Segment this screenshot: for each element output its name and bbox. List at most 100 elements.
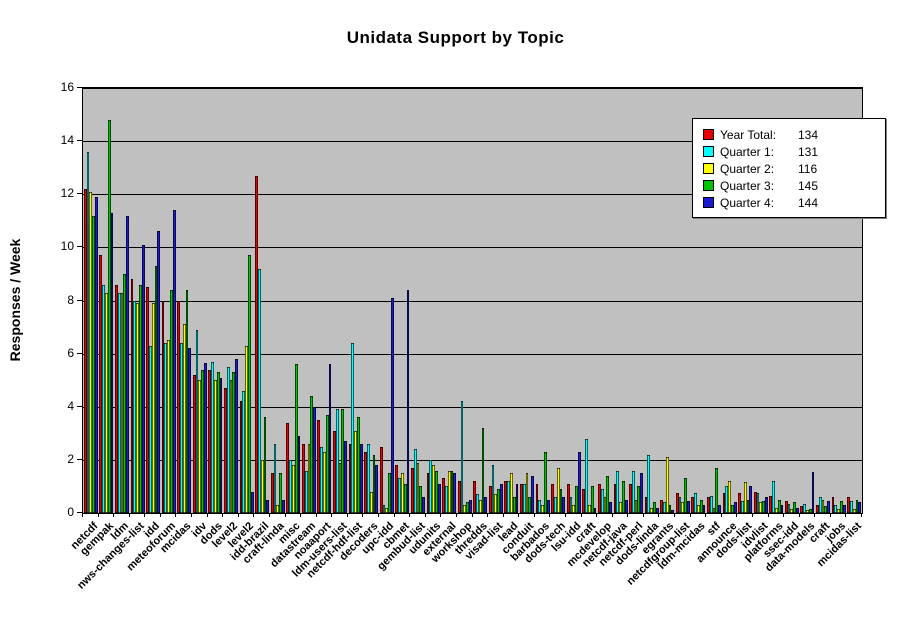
bar-netcdf-quarter-2 xyxy=(89,191,93,513)
bar-dods-tech-quarter-1 xyxy=(553,497,557,513)
bar-level2-year-total xyxy=(239,401,243,513)
bar-idv-quarter-2 xyxy=(198,380,202,513)
legend-row-quarter-2: Quarter 2: 116 xyxy=(703,160,879,177)
bar-craft-quarter-2 xyxy=(587,505,591,513)
bar-nws-changes-list-quarter-1 xyxy=(133,300,137,513)
bar-stf-quarter-1 xyxy=(709,495,713,513)
bar-gembud-list-year-total xyxy=(410,467,414,513)
bar-announce-quarter-4 xyxy=(733,502,737,513)
bar-mcdevelop-quarter-4 xyxy=(609,502,612,513)
bar-thredds-quarter-1 xyxy=(476,494,479,513)
bar-idd-brazil-quarter-4 xyxy=(266,499,270,513)
legend-label: Quarter 3: xyxy=(720,178,775,193)
bar-external-quarter-1 xyxy=(444,486,448,513)
x-tick-1 xyxy=(97,513,99,517)
bar-upc-idd-quarter-1 xyxy=(382,505,386,513)
bar-ldm-mcidas-year-total xyxy=(691,497,695,513)
bar-workshop-quarter-1 xyxy=(460,401,464,513)
y-tick-label-0: 0 xyxy=(67,505,74,519)
bar-idv-quarter-1 xyxy=(195,329,199,513)
bar-idv-quarter-3 xyxy=(201,369,205,513)
bar-idd-quarter-1 xyxy=(148,345,152,513)
bar-decoders-quarter-3 xyxy=(372,454,376,513)
bar-ssec-idd-year-total xyxy=(784,501,788,513)
bar-udunits-quarter-1 xyxy=(429,459,433,513)
bar-decoders-year-total xyxy=(364,451,368,513)
bar-netcdf-quarter-3 xyxy=(92,215,95,513)
bar-gempak-year-total xyxy=(99,255,103,513)
gridline-12 xyxy=(83,194,862,196)
bar-idv-year-total xyxy=(192,374,196,513)
bar-barbados-quarter-2 xyxy=(541,505,544,513)
bar-announce-quarter-1 xyxy=(725,486,729,513)
bar-ldm-users-list-quarter-3 xyxy=(341,409,345,513)
bar-mcidas-list-quarter-3 xyxy=(855,499,859,513)
bar-craft-quarter-1 xyxy=(585,438,588,513)
x-tick-46 xyxy=(798,513,800,517)
bar-level2-quarter-2 xyxy=(229,380,233,513)
bar-craft-quarter-4 xyxy=(593,507,597,513)
bar-mcdevelop-quarter-3 xyxy=(606,475,610,513)
legend-swatch-quarter-3 xyxy=(703,180,714,191)
legend-swatch-quarter-1 xyxy=(703,146,714,157)
bar-mcidas-quarter-1 xyxy=(180,343,183,513)
x-tick-6 xyxy=(175,513,177,517)
x-tick-49 xyxy=(845,513,847,517)
bar-ssec-idd-quarter-1 xyxy=(787,503,791,513)
bar-platforms-quarter-4 xyxy=(780,505,784,513)
bar-upc-idd-quarter-4 xyxy=(391,297,394,513)
x-tick-45 xyxy=(783,513,785,517)
bar-workshop-quarter-3 xyxy=(466,502,469,513)
x-tick-30 xyxy=(549,513,551,517)
bar-dods-tech-year-total xyxy=(551,483,554,513)
bar-mcidas-quarter-2 xyxy=(182,324,186,513)
bar-ldm-mcidas-quarter-1 xyxy=(694,493,697,513)
bar-workshop-year-total xyxy=(457,481,461,513)
bar-netcdfgroup-list-quarter-2 xyxy=(681,502,685,513)
bar-idvlist-quarter-3 xyxy=(762,501,765,513)
bar-dods-quarter-1 xyxy=(211,361,215,513)
y-tick-label-6: 6 xyxy=(67,345,74,360)
bar-mcidas-list-quarter-2 xyxy=(852,509,856,513)
x-tick-32 xyxy=(580,513,582,517)
bar-ldm-mcidas-quarter-4 xyxy=(702,505,706,513)
bar-workshop-quarter-4 xyxy=(468,499,472,513)
bar-cbmet-quarter-3 xyxy=(403,483,407,513)
bar-announce-quarter-3 xyxy=(730,505,734,513)
bar-netcdf-java-quarter-1 xyxy=(616,470,620,513)
bar-ssec-idd-quarter-2 xyxy=(790,509,794,513)
bar-mcidas-list-quarter-4 xyxy=(858,502,862,513)
bar-external-quarter-3 xyxy=(450,470,454,513)
bar-jobs-quarter-1 xyxy=(834,505,838,513)
bar-mcidas-year-total xyxy=(177,300,181,513)
bar-upc-idd-quarter-2 xyxy=(385,507,389,513)
legend-label: Quarter 1: xyxy=(720,144,775,159)
bar-dods-list-quarter-4 xyxy=(749,486,753,513)
bar-ldm-users-list-quarter-2 xyxy=(338,462,342,513)
x-tick-26 xyxy=(487,513,489,517)
bar-craft-linda-year-total xyxy=(270,473,274,513)
bar-thredds-quarter-4 xyxy=(484,497,488,513)
bar-meteoforum-year-total xyxy=(161,300,165,513)
x-tick-17 xyxy=(346,513,348,517)
x-tick-2 xyxy=(113,513,115,517)
bar-visad-list-year-total xyxy=(488,486,492,513)
bar-idd-year-total xyxy=(146,287,149,513)
y-tick-label-8: 8 xyxy=(67,292,74,307)
x-tick-11 xyxy=(253,513,255,517)
bar-netcdf-perl-quarter-3 xyxy=(637,486,641,513)
bar-dods-list-quarter-3 xyxy=(746,499,750,513)
bar-egrants-quarter-1 xyxy=(663,502,666,513)
bar-jobs-quarter-3 xyxy=(840,501,843,513)
bar-ldm-users-list-quarter-1 xyxy=(335,409,339,513)
bar-dods-linda-quarter-4 xyxy=(655,507,659,513)
bar-gembud-list-quarter-3 xyxy=(419,486,423,513)
x-tick-43 xyxy=(751,513,753,517)
bar-egrants-quarter-2 xyxy=(665,457,669,513)
bar-level2-quarter-4 xyxy=(235,358,238,513)
x-tick-24 xyxy=(455,513,457,517)
bar-nws-changes-list-quarter-4 xyxy=(141,244,145,513)
bar-idd-brazil-quarter-3 xyxy=(263,417,267,513)
bar-netcdfgroup-list-quarter-1 xyxy=(678,497,682,513)
bar-decoders-quarter-4 xyxy=(375,465,379,513)
